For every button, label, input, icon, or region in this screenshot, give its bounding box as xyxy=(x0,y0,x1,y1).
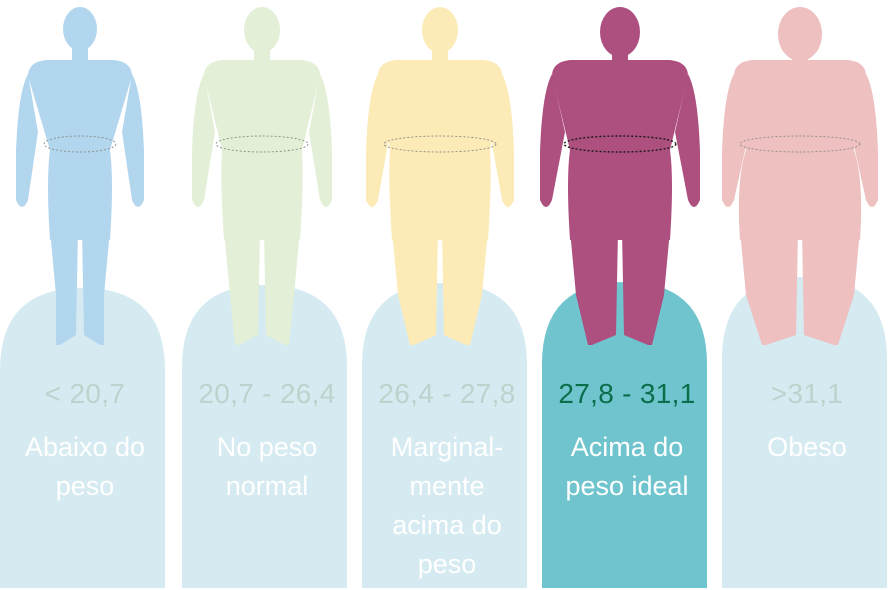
category-label-line: No peso xyxy=(216,432,318,462)
range-label-3: 26,4 - 27,8 xyxy=(378,378,516,409)
category-label-line: acima do xyxy=(392,510,502,540)
body-figure-5 xyxy=(722,7,878,345)
category-card-2 xyxy=(182,285,347,588)
category-label-line: peso ideal xyxy=(565,471,689,501)
body-figure-4 xyxy=(540,7,700,345)
category-label-line: normal xyxy=(225,471,309,501)
waist-line-2 xyxy=(215,135,309,153)
range-label-1: < 20,7 xyxy=(44,378,126,409)
waist-line-4 xyxy=(563,135,677,153)
category-label-line: mente xyxy=(409,471,485,501)
category-label-line: peso xyxy=(417,549,477,579)
category-label-line: Abaixo do xyxy=(24,432,146,462)
category-card-1 xyxy=(0,288,165,588)
category-label-line: Acima do xyxy=(570,432,684,462)
category-label-5: Obeso xyxy=(722,428,890,467)
category-label-line: Obeso xyxy=(767,432,847,462)
category-label-line: Marginal- xyxy=(390,432,504,462)
body-figure-3 xyxy=(366,7,514,345)
category-card-3 xyxy=(362,283,527,588)
category-card-5 xyxy=(722,277,887,588)
waist-line-5 xyxy=(739,135,861,153)
category-label-line: peso xyxy=(55,471,115,501)
category-label-1: Abaixo do peso xyxy=(0,428,170,506)
category-card-4 xyxy=(542,282,707,588)
range-label-5: >31,1 xyxy=(770,378,844,409)
category-label-3: Marginal-mente acima do peso xyxy=(362,428,532,584)
waist-line-1 xyxy=(43,135,117,153)
category-label-2: No peso normal xyxy=(182,428,352,506)
range-label-2: 20,7 - 26,4 xyxy=(198,378,336,409)
range-label-4: 27,8 - 31,1 xyxy=(558,378,696,409)
body-figure-2 xyxy=(192,7,332,345)
body-figure-1 xyxy=(16,7,144,345)
waist-line-3 xyxy=(383,135,497,153)
category-label-4: Acima do peso ideal xyxy=(542,428,712,506)
